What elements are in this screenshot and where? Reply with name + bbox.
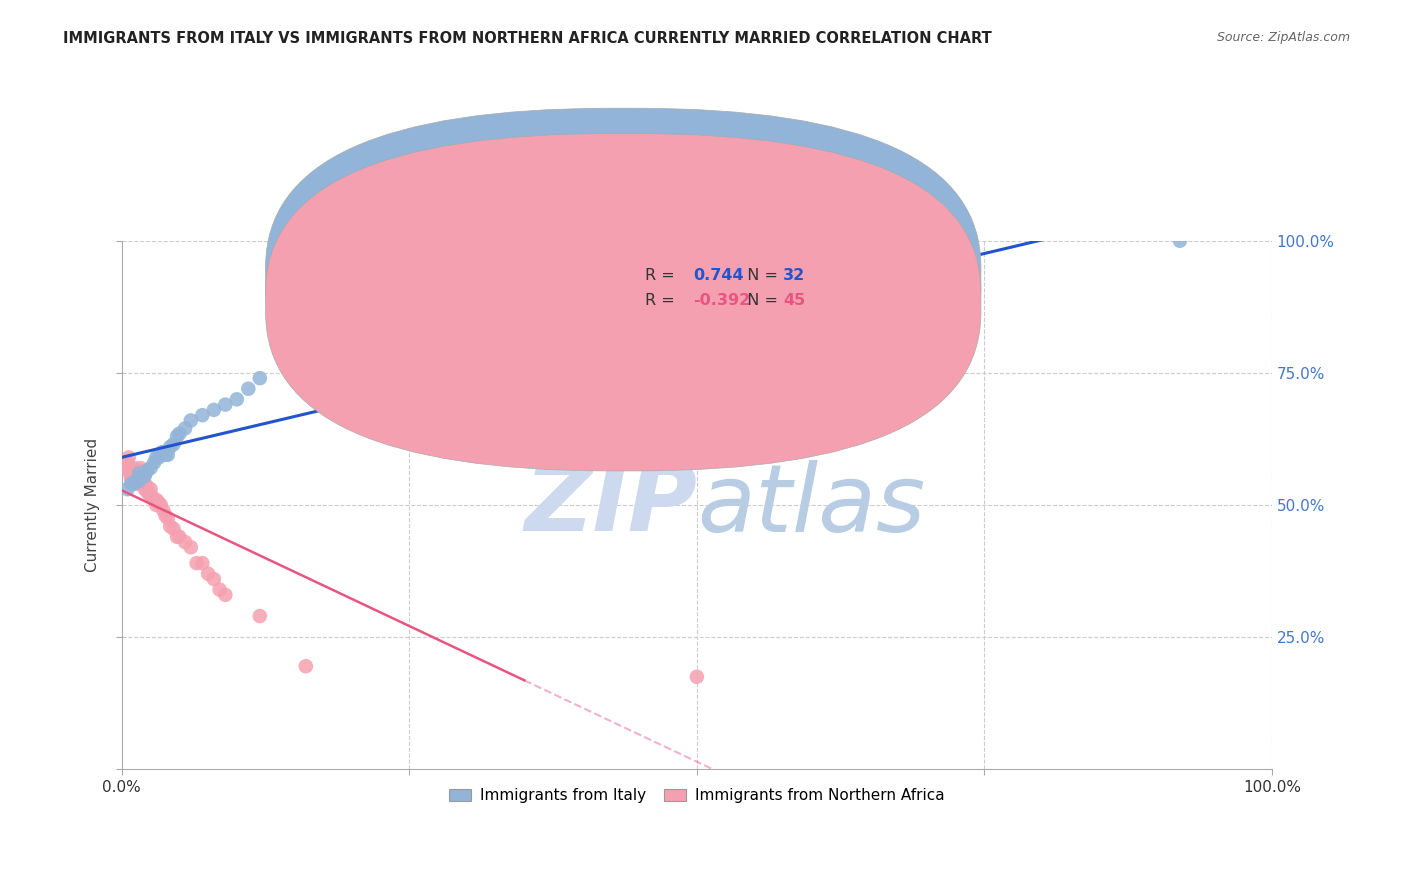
FancyBboxPatch shape — [266, 108, 981, 446]
Point — [186, 556, 208, 570]
FancyBboxPatch shape — [593, 262, 830, 328]
Text: R =: R = — [645, 293, 681, 308]
Point — [180, 413, 202, 427]
Point — [174, 421, 197, 435]
Point — [295, 360, 318, 375]
FancyBboxPatch shape — [266, 134, 981, 471]
Point — [143, 456, 166, 470]
Point — [149, 498, 172, 512]
Point — [134, 476, 156, 491]
Point — [148, 450, 170, 465]
Point — [283, 366, 305, 380]
Point — [115, 461, 138, 475]
Point — [152, 503, 174, 517]
Text: N =: N = — [737, 268, 783, 283]
Point — [124, 475, 146, 489]
Point — [134, 482, 156, 496]
Point — [131, 469, 153, 483]
Point — [214, 398, 236, 412]
Point — [118, 467, 141, 481]
Point — [139, 461, 162, 475]
Point — [174, 535, 197, 549]
Point — [238, 382, 260, 396]
Text: 32: 32 — [783, 268, 806, 283]
Point — [128, 467, 150, 481]
Point — [159, 440, 181, 454]
Text: atlas: atlas — [697, 459, 925, 550]
Point — [225, 392, 247, 407]
Point — [155, 508, 177, 523]
Text: -0.392: -0.392 — [693, 293, 751, 308]
Point — [134, 469, 156, 483]
Point — [686, 670, 709, 684]
Point — [162, 437, 184, 451]
Point — [128, 464, 150, 478]
Point — [150, 445, 173, 459]
Point — [249, 371, 271, 385]
Point — [128, 472, 150, 486]
Point — [156, 448, 179, 462]
Point — [295, 659, 318, 673]
Point — [117, 456, 139, 470]
Point — [120, 472, 142, 486]
Point — [148, 495, 170, 509]
Point — [249, 609, 271, 624]
Point — [120, 476, 142, 491]
Point — [136, 464, 159, 478]
Point — [214, 588, 236, 602]
Point — [145, 450, 167, 465]
Point — [180, 541, 202, 555]
Y-axis label: Currently Married: Currently Married — [86, 438, 100, 572]
Point — [197, 566, 219, 581]
Point — [122, 476, 145, 491]
Text: Source: ZipAtlas.com: Source: ZipAtlas.com — [1216, 31, 1350, 45]
Point — [128, 475, 150, 489]
Point — [122, 461, 145, 475]
Point — [139, 482, 162, 496]
Point — [118, 450, 141, 465]
Point — [202, 403, 225, 417]
Point — [166, 530, 188, 544]
Point — [159, 519, 181, 533]
Point — [122, 467, 145, 481]
Point — [1168, 234, 1191, 248]
Point — [191, 408, 214, 422]
Text: IMMIGRANTS FROM ITALY VS IMMIGRANTS FROM NORTHERN AFRICA CURRENTLY MARRIED CORRE: IMMIGRANTS FROM ITALY VS IMMIGRANTS FROM… — [63, 31, 993, 46]
Point — [202, 572, 225, 586]
Point — [129, 461, 152, 475]
Point — [127, 476, 149, 491]
Point — [124, 469, 146, 483]
Point — [143, 492, 166, 507]
Point — [145, 492, 167, 507]
Point — [124, 475, 146, 489]
Point — [156, 511, 179, 525]
Point — [169, 426, 191, 441]
Point — [191, 556, 214, 570]
Text: N =: N = — [737, 293, 783, 308]
Point — [131, 476, 153, 491]
Legend: Immigrants from Italy, Immigrants from Northern Africa: Immigrants from Italy, Immigrants from N… — [443, 782, 950, 809]
Point — [169, 530, 191, 544]
Point — [136, 484, 159, 499]
Text: 45: 45 — [783, 293, 806, 308]
Text: ZIP: ZIP — [524, 459, 697, 551]
Point — [155, 448, 177, 462]
Point — [208, 582, 231, 597]
Text: R =: R = — [645, 268, 681, 283]
Point — [131, 472, 153, 486]
Point — [139, 487, 162, 501]
Point — [166, 429, 188, 443]
Point — [138, 487, 160, 501]
Point — [162, 522, 184, 536]
Point — [145, 498, 167, 512]
Text: 0.744: 0.744 — [693, 268, 744, 283]
Point — [117, 482, 139, 496]
Point — [136, 479, 159, 493]
